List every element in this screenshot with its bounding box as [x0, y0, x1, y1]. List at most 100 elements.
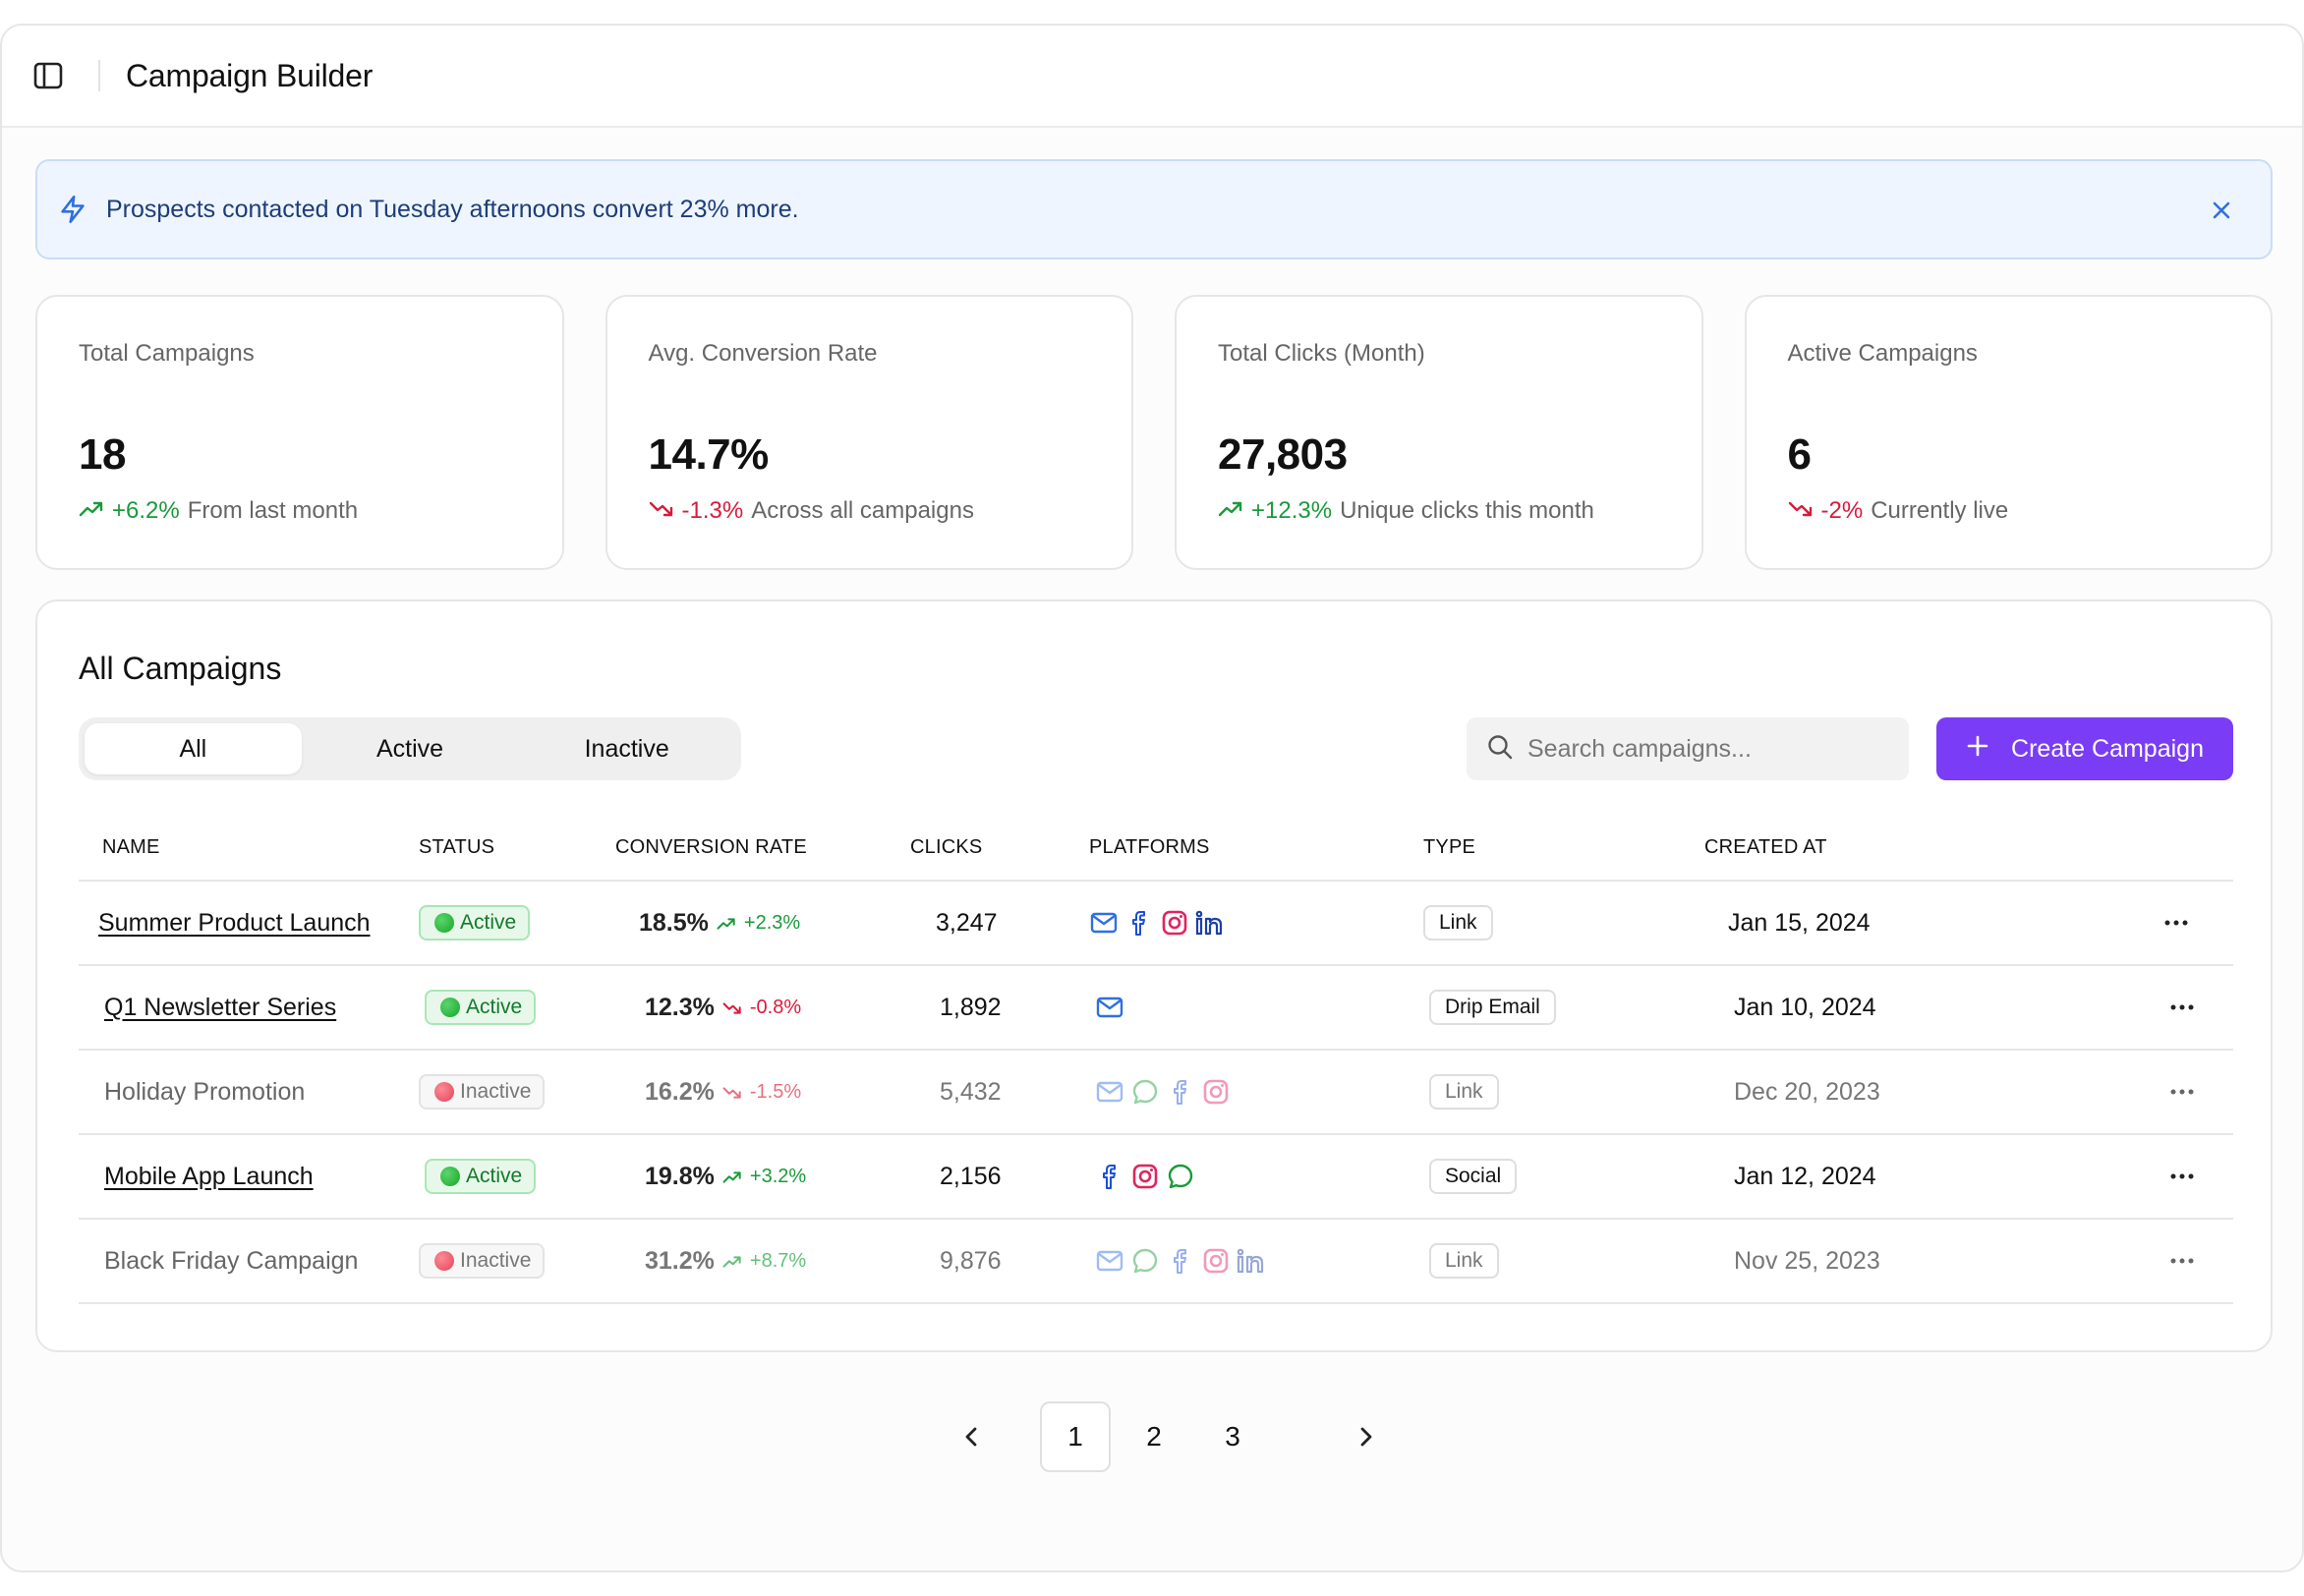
stat-change-note: Currently live — [1871, 497, 2009, 524]
table-row[interactable]: Mobile App Launch Active 19.8% +3.2% 2,15… — [79, 1134, 2233, 1220]
search-icon — [1486, 733, 1514, 766]
campaign-name[interactable]: Black Friday Campaign — [104, 1246, 359, 1275]
status-dot-icon — [440, 1167, 460, 1186]
column-header-type[interactable]: TYPE — [1423, 816, 1704, 882]
status-dot-icon — [440, 998, 460, 1017]
page-button-2[interactable]: 2 — [1146, 1421, 1162, 1452]
stat-card-avg-conversion: Avg. Conversion Rate 14.7% -1.3% Across … — [605, 295, 1133, 570]
tab-all[interactable]: All — [85, 723, 302, 774]
stat-change: -2% Currently live — [1788, 497, 2230, 525]
status-badge-label: Inactive — [460, 1249, 532, 1272]
stat-card-total-clicks: Total Clicks (Month) 27,803 +12.3% Uniqu… — [1175, 295, 1703, 570]
linkedin-icon — [1237, 1246, 1266, 1276]
column-header-platforms[interactable]: PLATFORMS — [1089, 816, 1423, 882]
app-window: Campaign Builder Prospects contacted on … — [0, 24, 2304, 1572]
more-options-icon[interactable] — [2157, 908, 2196, 938]
table-row[interactable]: Holiday Promotion Inactive 16.2% -1.5% 5,… — [79, 1050, 2233, 1135]
chat-icon — [1130, 1246, 1160, 1276]
table-row[interactable]: Summer Product Launch Active 18.5% +2.3% … — [79, 881, 2233, 966]
campaign-name-link[interactable]: Summer Product Launch — [98, 908, 371, 937]
chevron-right-icon[interactable] — [1347, 1401, 1386, 1472]
facebook-icon — [1166, 1077, 1195, 1107]
page-title: Campaign Builder — [126, 57, 374, 93]
more-options-icon[interactable] — [2162, 1162, 2202, 1191]
email-icon — [1095, 993, 1124, 1022]
column-header-name[interactable]: NAME — [79, 816, 419, 882]
more-options-icon[interactable] — [2162, 1246, 2202, 1276]
table-row[interactable]: Black Friday Campaign Inactive 31.2% +8.7… — [79, 1219, 2233, 1304]
conversion-cell: 19.8% +3.2% — [645, 1163, 910, 1191]
clicks-value: 3,247 — [910, 881, 1089, 966]
create-campaign-button[interactable]: Create Campaign — [1936, 717, 2233, 780]
stat-change: -1.3% Across all campaigns — [649, 497, 1091, 525]
stat-change-value: -2% — [1820, 497, 1864, 524]
clicks-value: 1,892 — [910, 965, 1089, 1051]
more-options-icon[interactable] — [2162, 1077, 2202, 1107]
instagram-icon — [1201, 1077, 1231, 1107]
more-options-icon[interactable] — [2162, 993, 2202, 1022]
stat-change-note: From last month — [187, 497, 359, 524]
stat-value: 14.7% — [648, 430, 770, 479]
facebook-icon — [1095, 1162, 1124, 1191]
status-filter-tabs: All Active Inactive — [79, 717, 741, 780]
column-header-clicks[interactable]: CLICKS — [910, 816, 1089, 882]
search-input[interactable] — [1527, 734, 1881, 764]
table-row[interactable]: Q1 Newsletter Series Active 12.3% -0.8% 1… — [79, 965, 2233, 1051]
stat-card-total-campaigns: Total Campaigns 18 +6.2% From last month — [35, 295, 564, 570]
page-button-1[interactable]: 1 — [1040, 1401, 1111, 1472]
email-icon — [1095, 1246, 1124, 1276]
conversion-delta: -1.5% — [749, 1080, 802, 1103]
campaign-name-link[interactable]: Mobile App Launch — [104, 1162, 314, 1190]
plus-icon — [1966, 734, 1989, 765]
campaigns-panel: All Campaigns All Active Inactive Create… — [35, 599, 2273, 1352]
search-box — [1467, 717, 1909, 780]
column-header-status[interactable]: STATUS — [419, 816, 615, 882]
trend-down-icon — [722, 1078, 742, 1107]
conversion-cell: 12.3% -0.8% — [645, 994, 910, 1022]
created-at-value: Jan 15, 2024 — [1704, 881, 2078, 966]
page-button-3[interactable]: 3 — [1225, 1421, 1240, 1452]
trend-up-icon — [1218, 497, 1243, 525]
chat-icon — [1166, 1162, 1195, 1191]
close-icon[interactable] — [2202, 191, 2241, 230]
stat-label: Avg. Conversion Rate — [648, 340, 878, 367]
campaign-name[interactable]: Holiday Promotion — [104, 1077, 306, 1106]
conversion-rate: 31.2% — [645, 1246, 715, 1275]
conversion-cell: 31.2% +8.7% — [645, 1247, 910, 1276]
stats-row: Total Campaigns 18 +6.2% From last month… — [35, 295, 2273, 570]
linkedin-icon — [1195, 908, 1225, 938]
campaigns-heading: All Campaigns — [79, 651, 282, 686]
conversion-rate: 16.2% — [645, 1077, 715, 1106]
stat-label: Total Campaigns — [79, 340, 255, 367]
platforms-list — [1095, 1077, 1423, 1107]
trend-down-icon — [1788, 497, 1814, 525]
table-header-row: NAME STATUS CONVERSION RATE CLICKS PLATF… — [79, 816, 2233, 882]
stat-label: Total Clicks (Month) — [1218, 340, 1425, 367]
column-header-conversion-rate[interactable]: CONVERSION RATE — [615, 816, 910, 882]
status-dot-icon — [434, 1082, 454, 1102]
column-header-created-at[interactable]: CREATED AT — [1704, 816, 2078, 882]
status-badge-label: Active — [466, 1165, 523, 1187]
stat-value: 6 — [1787, 430, 1812, 479]
status-badge: Inactive — [419, 1074, 546, 1110]
sidebar-toggle-icon[interactable] — [31, 59, 65, 92]
instagram-icon — [1160, 908, 1189, 938]
platforms-list — [1095, 1246, 1423, 1276]
stat-value: 27,803 — [1218, 430, 1348, 479]
stat-change-note: Unique clicks this month — [1340, 497, 1594, 524]
stat-label: Active Campaigns — [1787, 340, 1978, 367]
campaigns-table: NAME STATUS CONVERSION RATE CLICKS PLATF… — [79, 816, 2233, 1304]
status-badge: Inactive — [419, 1243, 546, 1279]
tab-active[interactable]: Active — [375, 734, 444, 763]
trend-up-icon — [722, 1163, 742, 1191]
campaign-name-link[interactable]: Q1 Newsletter Series — [104, 993, 337, 1021]
instagram-icon — [1201, 1246, 1231, 1276]
tab-inactive[interactable]: Inactive — [584, 734, 669, 763]
created-at-value: Jan 12, 2024 — [1704, 1134, 2078, 1220]
conversion-cell: 16.2% -1.5% — [645, 1078, 910, 1107]
type-chip: Social — [1429, 1159, 1518, 1194]
conversion-rate: 19.8% — [645, 1162, 715, 1190]
trend-up-icon — [717, 909, 736, 938]
created-at-value: Jan 10, 2024 — [1704, 965, 2078, 1051]
chevron-left-icon[interactable] — [951, 1401, 991, 1472]
